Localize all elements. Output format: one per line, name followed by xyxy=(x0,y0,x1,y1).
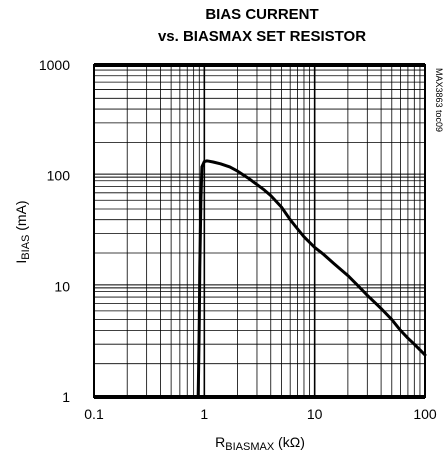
x-tick-labels: 0.1 1 10 100 xyxy=(84,406,437,422)
x-tick-label: 1 xyxy=(200,406,208,422)
chart-title-line1: BIAS CURRENT xyxy=(205,6,318,23)
x-axis-label-unit: (kΩ) xyxy=(274,434,305,450)
y-tick-labels: 1 10 100 1000 xyxy=(39,57,70,405)
x-axis-label: RBIASMAX (kΩ) xyxy=(215,434,305,453)
series-layer xyxy=(196,159,427,397)
y-tick-label: 1000 xyxy=(39,57,70,73)
x-axis-label-sub: BIASMAX xyxy=(225,441,275,453)
x-tick-label: 100 xyxy=(413,406,437,422)
y-tick-label: 1 xyxy=(62,389,70,405)
y-axis-label-unit: (mA) xyxy=(13,200,29,234)
x-tick-label: 10 xyxy=(307,406,323,422)
y-axis-label-main: I xyxy=(13,260,29,264)
grid-major xyxy=(93,63,426,399)
y-tick-label: 10 xyxy=(54,278,70,294)
grid-minor xyxy=(94,65,425,397)
plot-frame xyxy=(93,64,426,398)
y-tick-label: 100 xyxy=(47,168,71,184)
x-tick-label: 0.1 xyxy=(84,406,104,422)
series-line-0 xyxy=(196,159,427,397)
y-axis-label-sub: BIAS xyxy=(20,235,32,260)
chart-title-line2: vs. BIASMAX SET RESISTOR xyxy=(158,28,366,45)
x-axis-label-main: R xyxy=(215,434,225,450)
y-axis-label: IBIAS (mA) xyxy=(13,200,32,263)
chart-annotation: MAX3863 toc09 xyxy=(434,68,444,132)
